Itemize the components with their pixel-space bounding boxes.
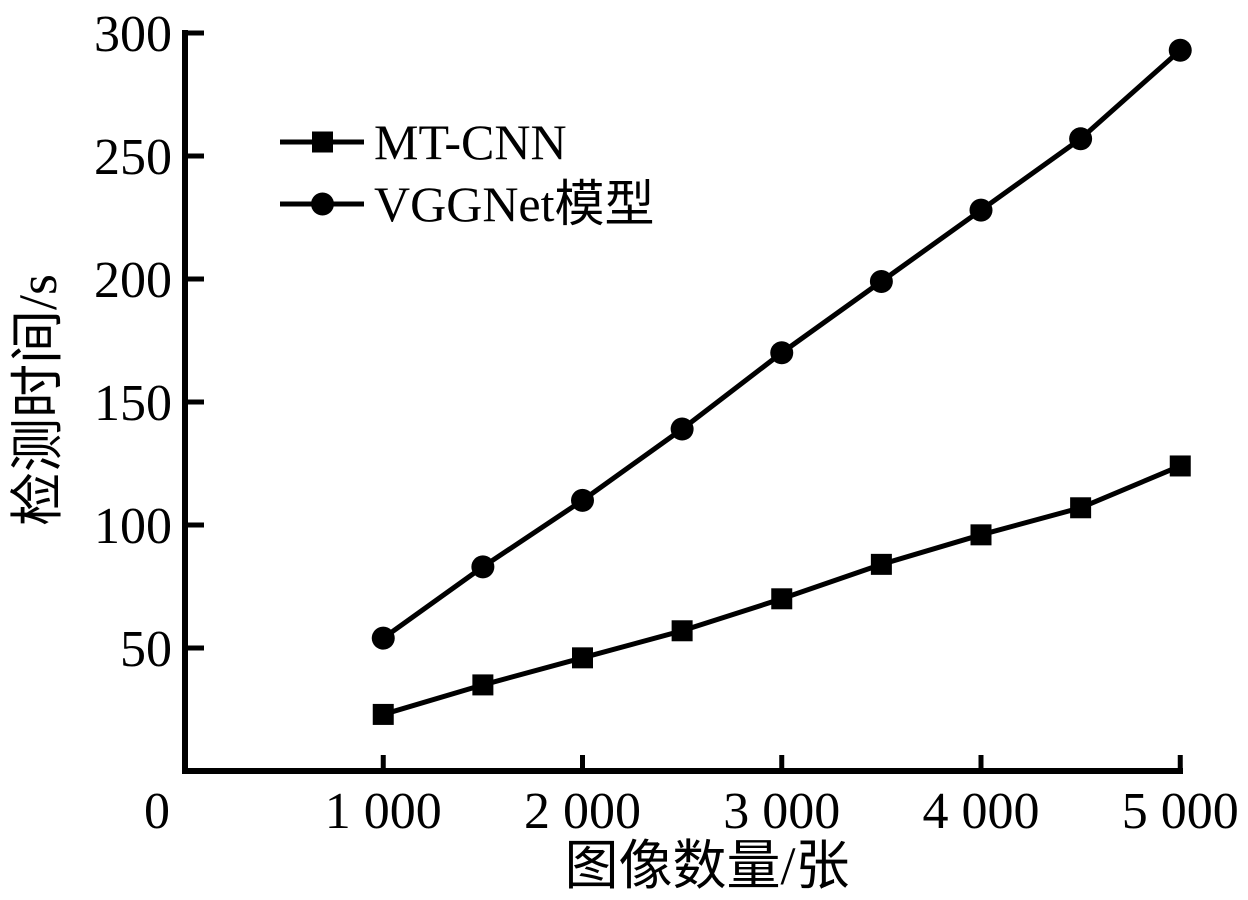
data-point-square [671,620,693,642]
legend-item-vggnet: VGGNet模型 [280,173,655,235]
x-tick-label: 2 000 [524,783,641,840]
x-tick-label: 5 000 [1122,783,1239,840]
data-point-square [870,553,892,575]
y-tick-label: 250 [94,129,172,186]
data-point-square [372,703,394,725]
data-point-square [472,674,494,696]
y-axis-title: 检测时间/s [8,273,68,527]
legend-item-mt-cnn: MT-CNN [280,111,655,173]
legend-label-mt-cnn: MT-CNN [374,114,567,170]
data-point-square [771,588,793,610]
y-tick-label: 100 [94,498,172,555]
data-point-circle [1168,38,1192,62]
data-point-square [572,647,593,669]
data-point-circle [969,198,993,222]
data-point-circle [371,626,395,650]
x-tick-label: 4 000 [923,783,1040,840]
data-point-circle [471,555,495,579]
square-marker-icon [280,131,364,153]
data-point-circle [869,269,893,293]
data-point-circle [1069,127,1093,151]
data-point-square [970,524,992,546]
data-point-circle [571,488,594,512]
data-point-circle [670,417,694,441]
data-point-circle [770,341,794,365]
data-point-square [1169,455,1191,477]
x-axis-title: 图像数量/张 [564,836,850,896]
y-tick-label: 150 [94,375,172,432]
x-tick-label: 1 000 [325,783,442,840]
y-tick-label: 300 [94,6,172,63]
legend: MT-CNN VGGNet模型 [280,111,655,235]
data-point-square [1070,497,1092,519]
circle-marker-icon [280,192,364,216]
x-tick-label: 3 000 [723,783,840,840]
y-tick-label: 50 [120,621,172,678]
y-tick-label: 200 [94,252,172,309]
x-tick-label: 0 [144,783,170,840]
legend-label-vggnet: VGGNet模型 [374,176,655,232]
